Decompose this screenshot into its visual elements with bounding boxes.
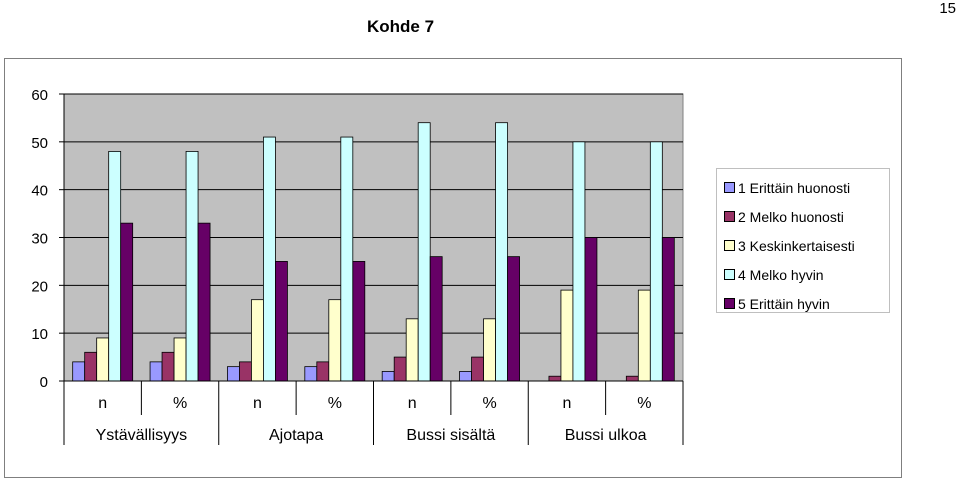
legend-swatch bbox=[724, 269, 735, 280]
bar bbox=[108, 150, 122, 382]
bar bbox=[96, 337, 110, 382]
legend-item: 3 Keskinkertaisesti bbox=[717, 231, 889, 260]
bar bbox=[263, 136, 276, 382]
bar bbox=[637, 289, 651, 382]
bar bbox=[649, 141, 663, 382]
y-tick-label: 0 bbox=[40, 374, 48, 391]
y-tick-label: 20 bbox=[31, 278, 48, 295]
bar bbox=[84, 351, 98, 382]
bar bbox=[352, 261, 366, 382]
bar bbox=[548, 375, 562, 382]
bar bbox=[381, 371, 395, 382]
x-tick-label: n bbox=[562, 395, 571, 412]
legend-label: 1 Erittäin huonosti bbox=[738, 179, 851, 196]
legend-label: 2 Melko huonosti bbox=[738, 208, 844, 225]
bar bbox=[275, 261, 288, 382]
bar bbox=[328, 299, 342, 382]
bar bbox=[149, 361, 163, 382]
bar bbox=[316, 361, 330, 382]
x-tick-label: n bbox=[253, 395, 262, 412]
bar bbox=[120, 222, 134, 382]
legend-label: 4 Melko hyvin bbox=[738, 266, 824, 283]
y-tick-label: 50 bbox=[31, 135, 48, 152]
legend-item: 1 Erittäin huonosti bbox=[717, 173, 889, 202]
bar bbox=[483, 318, 496, 382]
bar bbox=[227, 366, 240, 382]
x-tick-label: n bbox=[408, 395, 417, 412]
legend-swatch bbox=[724, 211, 735, 222]
bar bbox=[304, 366, 318, 382]
legend-item: 2 Melko huonosti bbox=[717, 202, 889, 231]
bar bbox=[161, 351, 175, 382]
bar bbox=[661, 237, 675, 382]
x-tick-label: n bbox=[98, 395, 107, 412]
bar bbox=[72, 361, 86, 382]
x-tick-label: % bbox=[482, 395, 496, 412]
y-tick-label: 40 bbox=[31, 183, 48, 200]
legend-swatch bbox=[724, 182, 735, 193]
x-tick-label: % bbox=[637, 395, 651, 412]
y-tick-label: 30 bbox=[31, 231, 48, 248]
bar bbox=[251, 299, 264, 382]
bar bbox=[495, 122, 508, 382]
group-label: Ystävällisyys bbox=[96, 427, 188, 444]
chart-legend: 1 Erittäin huonosti 2 Melko huonosti 3 K… bbox=[716, 168, 890, 313]
bar bbox=[405, 318, 419, 382]
x-tick-label: % bbox=[173, 395, 187, 412]
bar bbox=[185, 150, 199, 382]
bar bbox=[173, 337, 187, 382]
group-label: Ajotapa bbox=[269, 427, 323, 444]
y-tick-label: 10 bbox=[31, 326, 48, 343]
bar bbox=[429, 256, 443, 382]
legend-item: 5 Erittäin hyvin bbox=[717, 289, 889, 318]
legend-label: 3 Keskinkertaisesti bbox=[738, 237, 855, 254]
bar bbox=[239, 361, 252, 382]
bar bbox=[471, 356, 484, 382]
group-label: Bussi sisältä bbox=[406, 427, 495, 444]
bar bbox=[340, 136, 354, 382]
group-label: Bussi ulkoa bbox=[565, 427, 647, 444]
bar bbox=[625, 375, 639, 382]
bar bbox=[584, 237, 598, 382]
chart-title: Kohde 7 bbox=[367, 17, 435, 36]
legend-item: 4 Melko hyvin bbox=[717, 260, 889, 289]
legend-swatch bbox=[724, 298, 735, 309]
y-tick-label: 60 bbox=[31, 87, 48, 104]
chart-frame bbox=[4, 58, 902, 478]
legend-label: 5 Erittäin hyvin bbox=[738, 295, 830, 312]
bar bbox=[197, 222, 211, 382]
legend-swatch bbox=[724, 240, 735, 251]
bar bbox=[507, 256, 520, 382]
bar bbox=[459, 371, 472, 382]
bar bbox=[560, 289, 574, 382]
bar bbox=[572, 141, 586, 382]
x-tick-label: % bbox=[328, 395, 342, 412]
page-number: 15 bbox=[939, 0, 956, 17]
bar bbox=[417, 122, 431, 382]
bar bbox=[393, 356, 407, 382]
